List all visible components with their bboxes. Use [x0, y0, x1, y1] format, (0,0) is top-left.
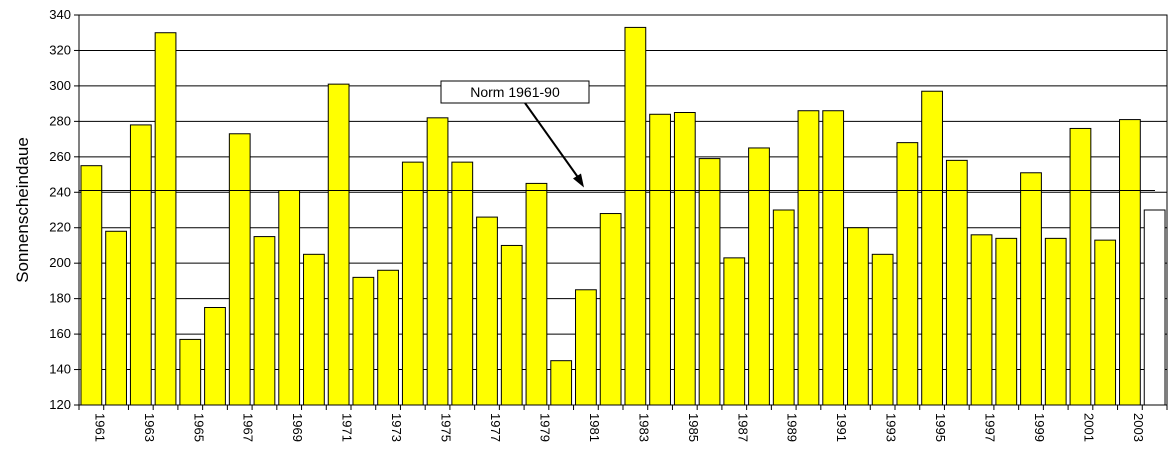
bar-1963	[129, 124, 152, 406]
bar-1973	[377, 269, 399, 406]
bar-1971	[327, 83, 350, 406]
bar-1985	[673, 112, 696, 406]
bar-1991	[822, 110, 845, 406]
norm-arrow	[524, 102, 582, 183]
bar-1996	[945, 159, 968, 406]
bar-2003	[1119, 119, 1141, 406]
bar-1994	[896, 142, 919, 406]
bar-1977	[476, 216, 498, 406]
x-tick-label: 2001	[1081, 413, 1096, 442]
bar-1974	[401, 161, 424, 406]
bar-1961	[80, 165, 103, 406]
x-tick-label: 1979	[537, 413, 552, 442]
bar-1990	[797, 110, 820, 406]
bar-1966	[204, 307, 226, 406]
bar-layer	[80, 26, 1166, 406]
bar-1998	[995, 237, 1018, 406]
x-tick-label: 1989	[785, 413, 800, 442]
x-tick-label: 1975	[439, 413, 454, 442]
bar-1989	[772, 209, 795, 406]
bar-2002	[1094, 239, 1117, 406]
bar-1965	[179, 338, 202, 406]
x-tick-label: 1981	[587, 413, 602, 442]
bar-1972	[352, 276, 375, 406]
bar-2004	[1143, 209, 1166, 406]
bar-1981	[575, 289, 597, 406]
y-tick-label: 160	[49, 326, 71, 341]
bar-1979	[525, 182, 548, 406]
bar-1999	[1020, 172, 1042, 406]
bar-1967	[228, 133, 251, 406]
y-tick-label: 340	[49, 7, 71, 22]
x-tick-label: 1977	[488, 413, 503, 442]
norm-label-text: Norm 1961-90	[470, 84, 560, 100]
bar-1997	[970, 234, 993, 406]
bar-1962	[105, 230, 127, 406]
y-tick-label: 280	[49, 113, 71, 128]
x-axis-ticks: 1961 1963 1965 1967 1969 1971 1973 1975 1977 1979…	[78, 405, 1168, 442]
bar-1970	[303, 253, 325, 406]
y-tick-label: 200	[49, 255, 71, 270]
y-tick-label: 120	[49, 397, 71, 412]
x-tick-label: 1963	[142, 413, 157, 442]
bar-1987	[723, 257, 746, 406]
bar-1995	[921, 90, 943, 406]
bar-1988	[748, 147, 770, 406]
x-tick-label: 1967	[241, 413, 256, 442]
y-tick-label: 240	[49, 184, 71, 199]
y-tick-label: 140	[49, 362, 71, 377]
bar-1982	[599, 213, 622, 406]
norm-label-box	[440, 80, 590, 104]
bar-1993	[871, 253, 894, 406]
bar-1975	[426, 117, 449, 406]
bar-2000	[1044, 237, 1067, 406]
bar-1969	[278, 190, 301, 406]
x-tick-label: 1985	[686, 413, 701, 442]
x-tick-label: 1969	[290, 413, 305, 442]
bar-1986	[698, 158, 721, 406]
bar-1983	[624, 26, 647, 406]
x-tick-label: 1995	[933, 413, 948, 442]
y-tick-label: 260	[49, 149, 71, 164]
x-tick-label: 2003	[1131, 413, 1146, 442]
y-tick-label: 180	[49, 291, 71, 306]
x-tick-label: 1991	[834, 413, 849, 442]
x-tick-label: 1997	[983, 413, 998, 442]
x-tick-label: 1999	[1032, 413, 1047, 442]
x-tick-label: 1965	[191, 413, 206, 442]
y-axis-title: Sonnenscheindaue	[13, 137, 32, 283]
y-tick-label: 320	[49, 42, 71, 57]
y-tick-label: 220	[49, 220, 71, 235]
norm-arrowhead	[573, 173, 584, 188]
y-tick-label: 300	[49, 78, 71, 93]
x-tick-label: 1993	[884, 413, 899, 442]
bar-1978	[500, 244, 523, 406]
x-tick-label: 1973	[389, 413, 404, 442]
bar-1964	[154, 32, 177, 406]
bar-1984	[649, 113, 671, 406]
norm-annotation: Norm 1961-90	[440, 80, 590, 188]
bar-1980	[550, 360, 573, 406]
x-tick-label: 1961	[92, 413, 107, 442]
x-tick-label: 1987	[735, 413, 750, 442]
x-tick-label: 1983	[636, 413, 651, 442]
y-axis-ticks: 120 140 160 180 200 220 240 260 280 300 320 340	[49, 7, 79, 412]
bar-2001	[1069, 127, 1092, 406]
plot-frame	[78, 14, 1168, 406]
bar-1968	[253, 236, 276, 406]
x-tick-label: 1971	[340, 413, 355, 442]
bar-1992	[847, 227, 869, 406]
bar-1976	[451, 161, 474, 406]
